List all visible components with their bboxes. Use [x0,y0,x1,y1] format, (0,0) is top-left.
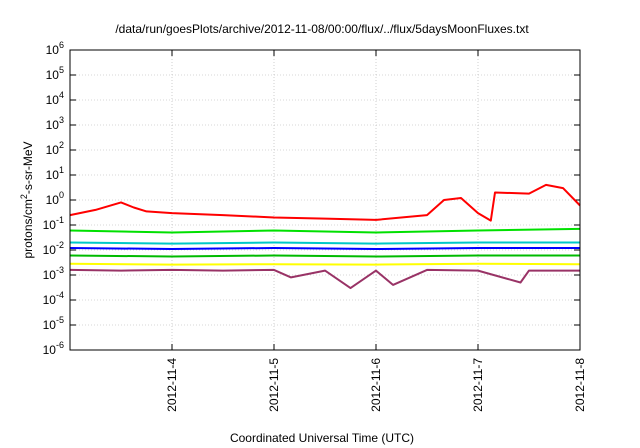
y-tick-label: 10-1 [43,215,64,232]
y-tick-label: 105 [46,65,64,82]
x-tick-label: 2012-11-7 [471,358,485,412]
y-axis-label: protons/cm2-s-sr-MeV [19,141,35,258]
x-axis-label: Coordinated Universal Time (UTC) [230,431,414,445]
x-tick-label: 2012-11-8 [573,358,587,412]
y-tick-label: 104 [46,90,64,107]
y-tick-label: 10-3 [43,265,64,282]
x-tick-labels: 2012-11-4 2012-11-5 2012-11-6 2012-11-7 2012… [165,358,587,412]
y-tick-label: 100 [46,190,64,207]
y-tick-label: 10-5 [43,315,64,332]
chart-title: /data/run/goesPlots/archive/2012-11-08/0… [115,22,529,36]
x-tick-label: 2012-11-5 [267,358,281,412]
series-line-6 [69,268,580,290]
y-tick-label: 103 [46,115,64,132]
series-line-0 [69,183,581,222]
series-line-4 [69,254,580,258]
plot-lines [69,183,581,290]
x-tick-label: 2012-11-4 [165,358,179,412]
y-tick-label: 102 [46,140,64,157]
y-tick-label: 106 [46,40,64,57]
y-tick-label: 10-4 [43,290,64,307]
y-tick-label: 101 [46,165,64,182]
x-tick-label: 2012-11-6 [369,358,383,412]
y-tick-label: 10-6 [43,340,64,357]
series-line-3 [69,247,580,250]
grid [70,49,581,351]
y-tick-labels: 10-6 10-5 10-4 10-3 10-2 10-1 100 101 102 103 104 1… [43,40,64,357]
plot-frame [69,49,581,351]
series-line-5 [69,262,581,266]
series-line-1 [69,227,581,234]
series-line-2 [69,241,580,245]
y-tick-label: 10-2 [43,240,64,257]
